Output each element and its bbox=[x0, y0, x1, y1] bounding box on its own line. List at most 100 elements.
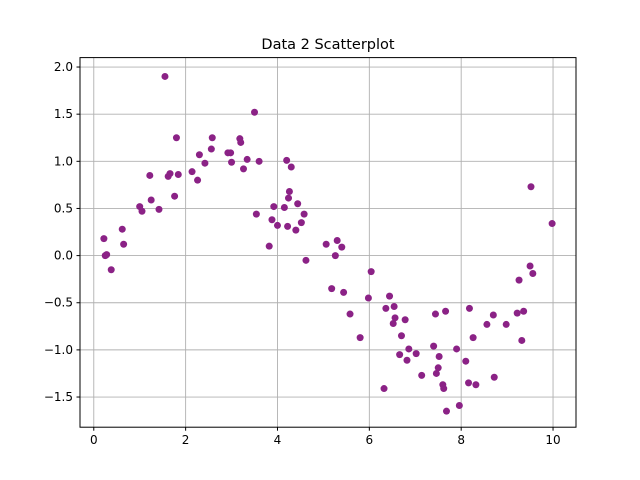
data-point bbox=[515, 276, 523, 284]
data-point bbox=[297, 219, 305, 227]
data-point bbox=[255, 157, 263, 165]
data-point bbox=[138, 207, 146, 215]
data-point bbox=[405, 345, 413, 353]
data-point bbox=[292, 226, 300, 234]
data-point bbox=[472, 381, 480, 389]
data-point bbox=[107, 266, 115, 274]
x-tick-label: 8 bbox=[457, 433, 465, 447]
data-point bbox=[285, 194, 293, 202]
data-point bbox=[434, 364, 442, 372]
data-point bbox=[455, 402, 463, 410]
x-tick-label: 4 bbox=[274, 433, 282, 447]
data-point bbox=[462, 357, 470, 365]
x-tick-label: 6 bbox=[366, 433, 374, 447]
data-point bbox=[401, 316, 409, 324]
data-point bbox=[237, 138, 245, 146]
data-point bbox=[518, 336, 526, 344]
data-point bbox=[333, 237, 341, 245]
data-point bbox=[469, 334, 477, 342]
data-point bbox=[194, 176, 202, 184]
data-point bbox=[147, 196, 155, 204]
data-point bbox=[440, 385, 448, 393]
data-point bbox=[328, 285, 336, 293]
data-point bbox=[490, 373, 498, 381]
data-point bbox=[520, 307, 528, 315]
data-point bbox=[483, 320, 491, 328]
data-point bbox=[251, 108, 259, 116]
data-point bbox=[391, 314, 399, 322]
data-point bbox=[489, 311, 497, 319]
data-point bbox=[442, 307, 450, 315]
data-point bbox=[412, 350, 420, 358]
data-point bbox=[340, 288, 348, 296]
data-point bbox=[302, 256, 310, 264]
data-point bbox=[188, 168, 196, 176]
data-point bbox=[431, 310, 439, 318]
data-point bbox=[239, 165, 247, 173]
data-point bbox=[338, 243, 346, 251]
data-point bbox=[526, 262, 534, 270]
data-point bbox=[285, 187, 293, 195]
x-tick-label: 2 bbox=[182, 433, 190, 447]
data-point bbox=[172, 134, 180, 142]
data-point bbox=[403, 356, 411, 364]
data-point bbox=[465, 304, 473, 312]
data-point bbox=[389, 319, 397, 327]
data-point bbox=[346, 310, 354, 318]
data-point bbox=[527, 183, 535, 191]
y-tick-label: 0.0 bbox=[54, 249, 73, 263]
data-point bbox=[513, 309, 521, 317]
data-point bbox=[382, 304, 390, 312]
y-tick-label: 2.0 bbox=[54, 60, 73, 74]
data-point bbox=[100, 235, 108, 243]
y-tick-label: −1.5 bbox=[44, 390, 73, 404]
data-point bbox=[208, 134, 216, 142]
y-tick-label: −0.5 bbox=[44, 296, 73, 310]
data-point bbox=[367, 268, 375, 276]
x-axis: 0 2 4 6 8 10 bbox=[90, 427, 561, 447]
data-point bbox=[270, 203, 278, 211]
data-point bbox=[432, 369, 440, 377]
data-point bbox=[396, 351, 404, 359]
data-point bbox=[294, 200, 302, 208]
data-point bbox=[252, 210, 260, 218]
y-tick-label: −1.0 bbox=[44, 343, 73, 357]
data-point bbox=[171, 192, 179, 200]
data-point bbox=[435, 352, 443, 360]
data-point bbox=[118, 225, 126, 233]
data-point bbox=[280, 204, 288, 212]
data-point bbox=[287, 163, 295, 171]
data-point bbox=[283, 156, 291, 164]
data-point bbox=[243, 155, 251, 163]
data-point bbox=[268, 216, 276, 224]
data-point bbox=[430, 342, 438, 350]
data-point bbox=[146, 171, 154, 179]
x-tick-label: 0 bbox=[90, 433, 98, 447]
data-point bbox=[502, 320, 510, 328]
data-point bbox=[161, 72, 169, 80]
data-point bbox=[529, 270, 537, 278]
x-tick-label: 10 bbox=[545, 433, 560, 447]
data-point bbox=[364, 294, 372, 302]
data-point bbox=[442, 407, 450, 415]
grid-lines bbox=[80, 57, 576, 428]
data-point bbox=[331, 252, 339, 260]
data-point bbox=[207, 145, 215, 153]
data-point bbox=[227, 149, 235, 157]
plot-frame bbox=[79, 57, 577, 428]
data-point bbox=[166, 170, 174, 178]
data-point bbox=[201, 159, 209, 167]
data-point bbox=[453, 345, 461, 353]
data-point bbox=[265, 242, 273, 250]
y-tick-label: 0.5 bbox=[54, 201, 73, 215]
chart-title: Data 2 Scatterplot bbox=[261, 37, 394, 53]
data-point bbox=[195, 151, 203, 159]
data-point bbox=[155, 205, 163, 213]
data-point bbox=[284, 222, 292, 230]
data-point bbox=[465, 379, 473, 387]
data-points bbox=[100, 72, 556, 415]
data-point bbox=[322, 240, 330, 248]
data-point bbox=[397, 332, 405, 340]
data-point bbox=[120, 240, 128, 248]
